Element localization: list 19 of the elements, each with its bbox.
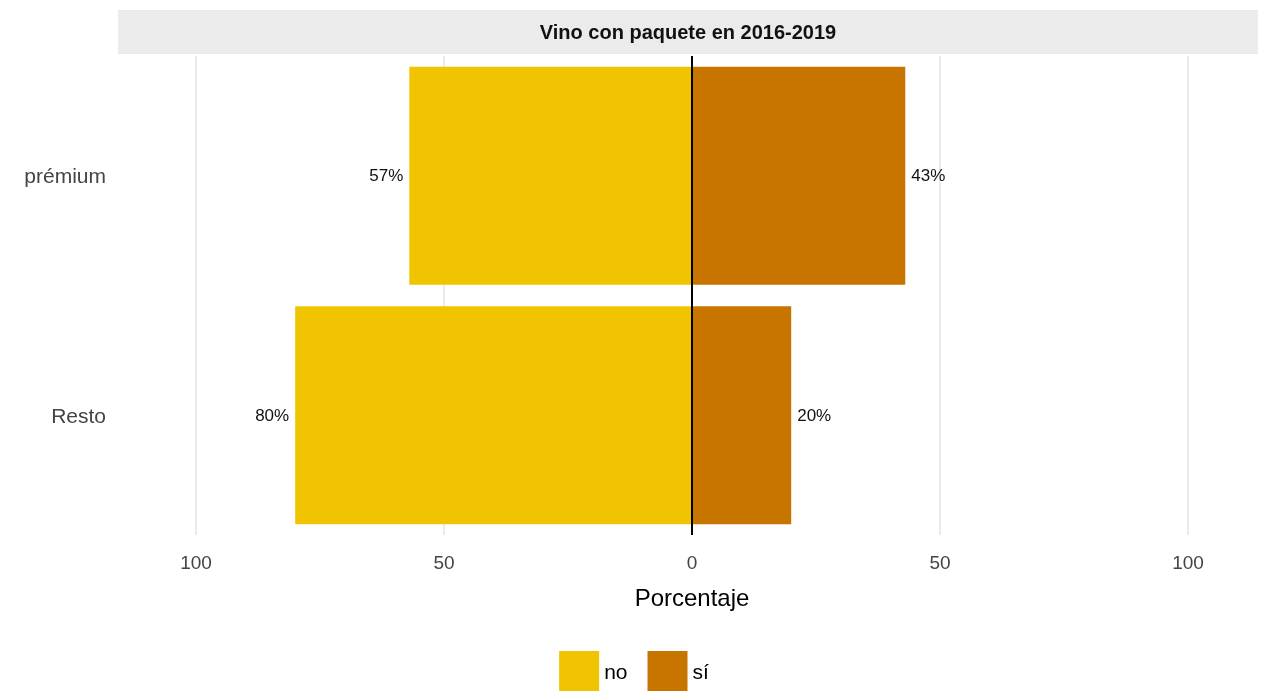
bar: [409, 66, 692, 285]
x-tick-label: 0: [686, 552, 698, 573]
y-tick-label: Resto: [51, 403, 106, 427]
x-tick-label: 50: [433, 552, 455, 573]
bar: [295, 306, 692, 525]
bar: [692, 66, 906, 285]
x-tick-label: 50: [929, 552, 951, 573]
bar: [692, 306, 792, 525]
data-label: 80%: [255, 405, 290, 425]
legend-label: sí: [692, 659, 710, 683]
data-label: 20%: [797, 405, 832, 425]
x-axis-title: Porcentaje: [634, 583, 750, 611]
x-tick-label: 100: [1172, 552, 1204, 573]
x-tick-label: 100: [180, 552, 212, 573]
chart-title: Vino con paquete en 2016-2019: [539, 21, 837, 43]
y-tick-label: prémium: [24, 164, 106, 188]
legend-label: no: [604, 659, 628, 683]
data-label: 57%: [369, 166, 404, 186]
data-label: 43%: [911, 166, 946, 186]
